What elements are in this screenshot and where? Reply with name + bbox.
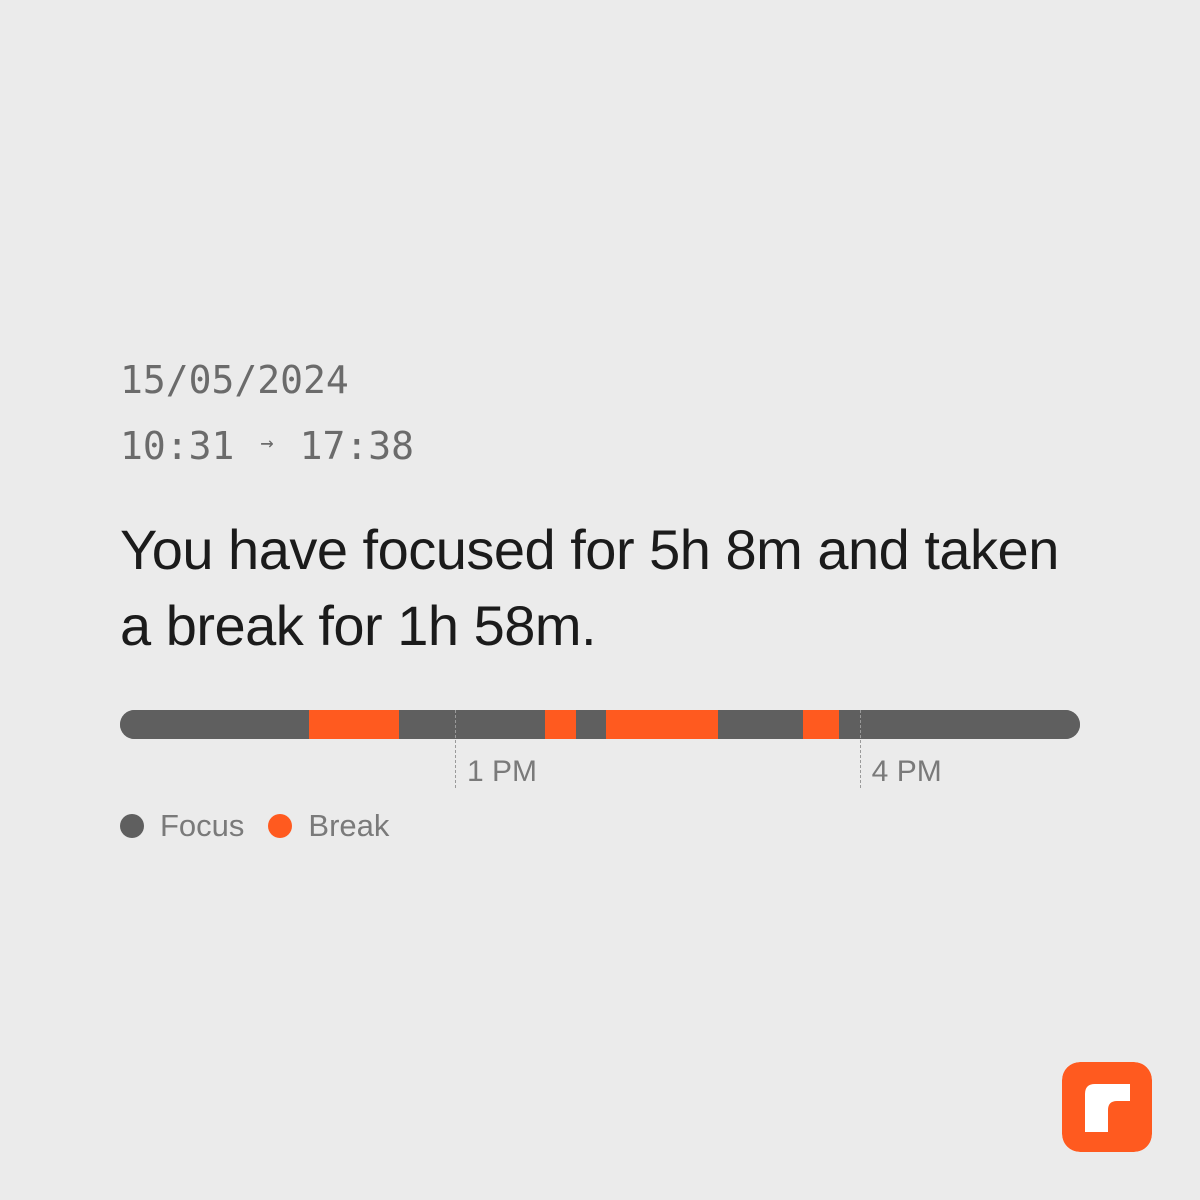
legend-item-break: Break [268, 806, 389, 846]
timeline-segment-focus [839, 710, 1080, 739]
timeline-tick-line [454, 710, 456, 788]
legend-item-focus: Focus [120, 806, 244, 846]
timeline-segment-break [544, 710, 577, 739]
timeline-tick-label: 4 PM [871, 755, 942, 788]
flow-app-icon[interactable] [1062, 1062, 1152, 1152]
session-date: 15/05/2024 [120, 358, 349, 402]
start-time: 10:31 [120, 424, 235, 468]
timeline-segment-focus [576, 710, 606, 739]
end-time: 17:38 [299, 424, 415, 468]
timeline-segment-break [605, 710, 719, 739]
focus-dot-icon [120, 814, 144, 838]
timeline-segment-break [803, 710, 840, 739]
arrow-right-icon: → [260, 431, 274, 456]
break-dot-icon [268, 814, 293, 838]
timeline-segment-break [308, 710, 399, 739]
timeline-tick-label: 1 PM [466, 755, 538, 788]
legend-break-label: Break [308, 808, 390, 843]
session-time-range: 10:31 → 17:38 [120, 422, 414, 470]
focus-summary-headline: You have focused for 5h 8m and taken a b… [120, 518, 1059, 657]
legend: Focus Break [120, 806, 413, 846]
timeline-tick-line [859, 710, 861, 788]
timeline-segment-focus [718, 710, 804, 739]
focus-timeline-bar [120, 710, 1080, 739]
timeline-segment-focus [398, 710, 545, 739]
timeline-segment-focus [120, 710, 309, 739]
legend-focus-label: Focus [160, 808, 245, 843]
